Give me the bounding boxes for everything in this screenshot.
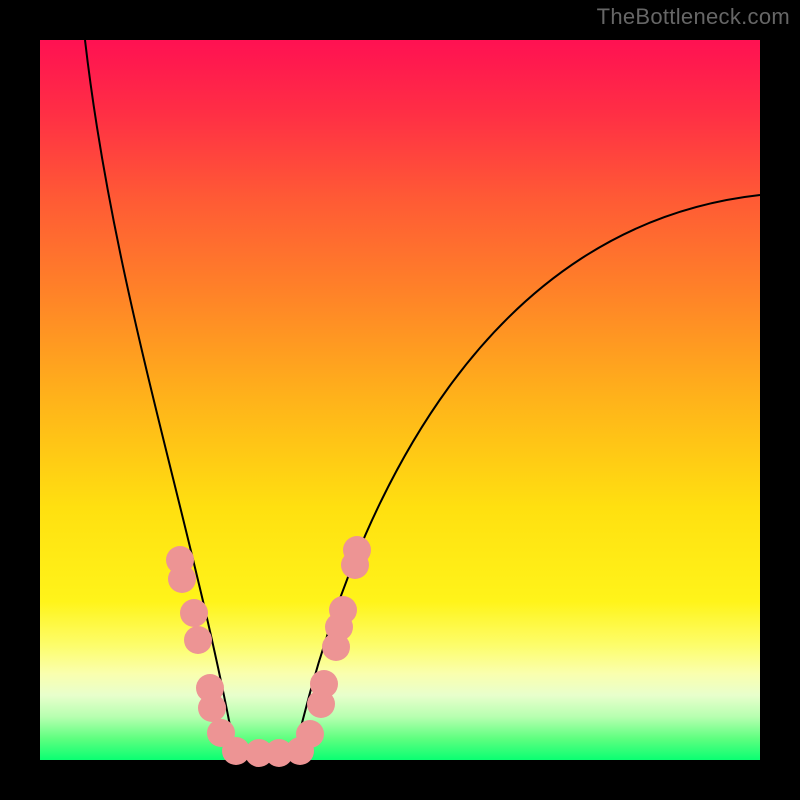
data-marker: [329, 596, 357, 624]
data-marker: [184, 626, 212, 654]
data-marker: [296, 720, 324, 748]
chart-plot-area: [40, 40, 760, 760]
data-marker: [343, 536, 371, 564]
watermark-text: TheBottleneck.com: [597, 4, 790, 30]
data-marker: [180, 599, 208, 627]
data-marker: [310, 670, 338, 698]
data-marker: [168, 565, 196, 593]
data-marker: [198, 694, 226, 722]
bottleneck-chart: [0, 0, 800, 800]
